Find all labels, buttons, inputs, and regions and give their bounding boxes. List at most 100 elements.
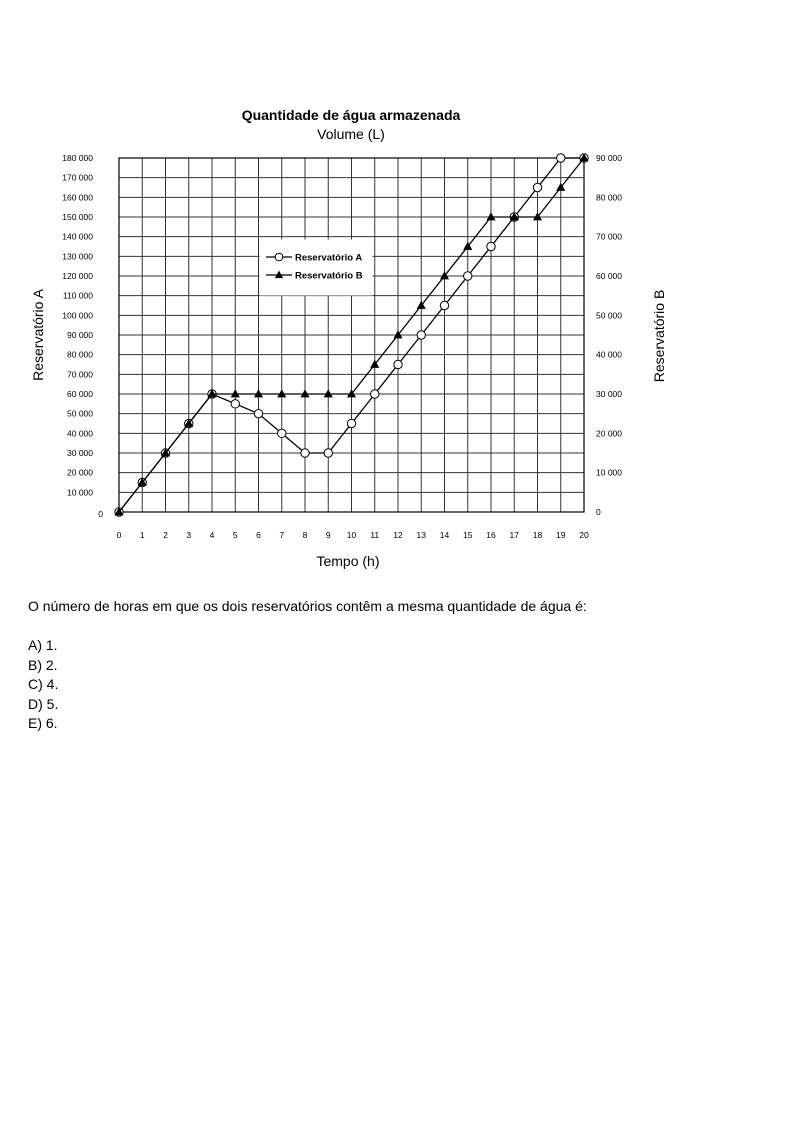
y-left-tick-label: 100 000	[62, 310, 93, 320]
data-point-circle	[439, 300, 450, 311]
x-tick-label: 18	[533, 530, 543, 540]
legend-label: Reservatório B	[295, 271, 363, 282]
data-point-triangle	[439, 271, 450, 280]
data-point-circle	[346, 418, 357, 429]
data-point-triangle	[277, 389, 287, 398]
data-point-triangle	[416, 300, 426, 309]
data-point-triangle	[230, 389, 240, 398]
data-point-triangle	[509, 212, 519, 221]
x-tick-label: 17	[510, 530, 520, 540]
data-point-triangle	[323, 389, 333, 398]
legend-box	[259, 239, 373, 296]
x-tick-label: 6	[256, 530, 261, 540]
option-e[interactable]: E) 6.	[28, 715, 58, 732]
data-point-triangle	[137, 477, 147, 486]
x-tick-label: 20	[579, 530, 589, 540]
data-point-circle	[393, 359, 403, 370]
y-left-tick-label: 110 000	[63, 291, 93, 301]
data-point-circle	[463, 271, 473, 281]
data-point-circle	[486, 241, 496, 252]
y-right-tick-label: 70 000	[596, 232, 622, 242]
data-point-circle	[323, 448, 333, 458]
y-left-tick-label: 130 000	[62, 251, 93, 261]
data-point-triangle	[532, 212, 543, 221]
y-right-tick-label: 90 000	[596, 153, 622, 163]
chart-area: Quantidade de água armazenada Volume (L) 0…	[30, 107, 667, 569]
y-left-tick-label: 30 000	[67, 448, 93, 458]
option-a[interactable]: A) 1.	[28, 637, 58, 653]
y-left-tick-label: 90 000	[67, 330, 93, 340]
y-left-tick-label: 0	[98, 509, 103, 519]
y-left-tick-label: 160 000	[62, 192, 93, 202]
data-point-triangle	[207, 389, 217, 398]
y-right-axis-label: Reservatório B	[651, 290, 667, 383]
legend-label: Reservatório A	[295, 253, 362, 264]
y-left-tick-label: 170 000	[62, 173, 93, 183]
data-point-circle	[253, 408, 264, 419]
data-point-circle	[300, 448, 310, 458]
data-point-triangle	[184, 418, 194, 427]
x-tick-label: 0	[117, 530, 122, 540]
x-tick-label: 8	[303, 530, 308, 540]
answer-options: A) 1. B) 2. C) 4. D) 5. E) 6.	[28, 636, 58, 734]
y-left-tick-label: 70 000	[67, 369, 93, 379]
data-point-triangle	[346, 389, 357, 398]
data-point-circle	[416, 330, 426, 340]
y-right-tick-label: 20 000	[596, 428, 622, 438]
chart-subtitle: Volume (L)	[317, 126, 385, 142]
legend-marker-triangle	[274, 270, 284, 279]
y-left-tick-label: 60 000	[67, 389, 93, 399]
y-left-tick-label: 40 000	[67, 428, 93, 438]
question-text: O número de horas em que os dois reserva…	[28, 598, 587, 614]
data-point-triangle	[486, 212, 496, 221]
data-point-triangle	[393, 330, 403, 339]
y-left-tick-label: 150 000	[62, 212, 93, 222]
data-point-triangle	[253, 389, 264, 398]
x-tick-label: 9	[326, 530, 331, 540]
data-point-triangle	[556, 182, 566, 191]
x-tick-label: 1	[140, 530, 145, 540]
data-point-circle	[230, 399, 240, 409]
y-left-tick-label: 80 000	[67, 350, 93, 360]
data-point-circle	[556, 153, 566, 163]
x-tick-label: 4	[210, 530, 215, 540]
data-point-triangle	[160, 448, 171, 457]
y-right-tick-label: 80 000	[596, 192, 622, 202]
data-point-triangle	[114, 507, 124, 516]
x-tick-label: 16	[486, 530, 496, 540]
y-right-tick-label: 30 000	[596, 389, 622, 399]
y-right-tick-label: 0	[596, 507, 601, 517]
x-tick-label: 3	[186, 530, 191, 540]
x-tick-label: 12	[393, 530, 403, 540]
data-point-circle	[370, 389, 380, 399]
y-left-tick-label: 10 000	[67, 487, 93, 497]
y-left-tick-label: 50 000	[67, 409, 93, 419]
x-tick-label: 13	[417, 530, 427, 540]
y-left-tick-label: 140 000	[62, 232, 93, 242]
x-axis-label: Tempo (h)	[316, 553, 379, 569]
x-tick-label: 14	[440, 530, 450, 540]
x-tick-label: 15	[463, 530, 473, 540]
data-point-circle	[277, 428, 287, 439]
chart-title: Quantidade de água armazenada	[242, 107, 461, 123]
data-point-triangle	[463, 241, 473, 250]
y-right-tick-label: 40 000	[596, 350, 622, 360]
legend-marker-circle	[274, 252, 284, 262]
line-chart: Quantidade de água armazenada Volume (L) 0…	[30, 107, 667, 569]
option-d[interactable]: D) 5.	[28, 695, 59, 712]
data-point-circle	[532, 182, 543, 193]
y-right-tick-label: 60 000	[596, 271, 622, 281]
x-tick-label: 11	[370, 530, 379, 540]
y-left-tick-label: 120 000	[62, 271, 93, 281]
y-left-axis-label: Reservatório A	[30, 288, 46, 380]
data-point-triangle	[370, 359, 380, 368]
x-tick-label: 19	[556, 530, 566, 540]
y-left-tick-label: 20 000	[67, 468, 93, 478]
data-point-triangle	[300, 389, 310, 398]
x-tick-label: 5	[233, 530, 238, 540]
y-right-tick-label: 50 000	[596, 310, 622, 320]
data-point-triangle	[579, 153, 589, 162]
x-tick-label: 10	[347, 530, 357, 540]
option-b[interactable]: B) 2.	[28, 656, 58, 673]
option-c[interactable]: C) 4.	[28, 676, 59, 693]
